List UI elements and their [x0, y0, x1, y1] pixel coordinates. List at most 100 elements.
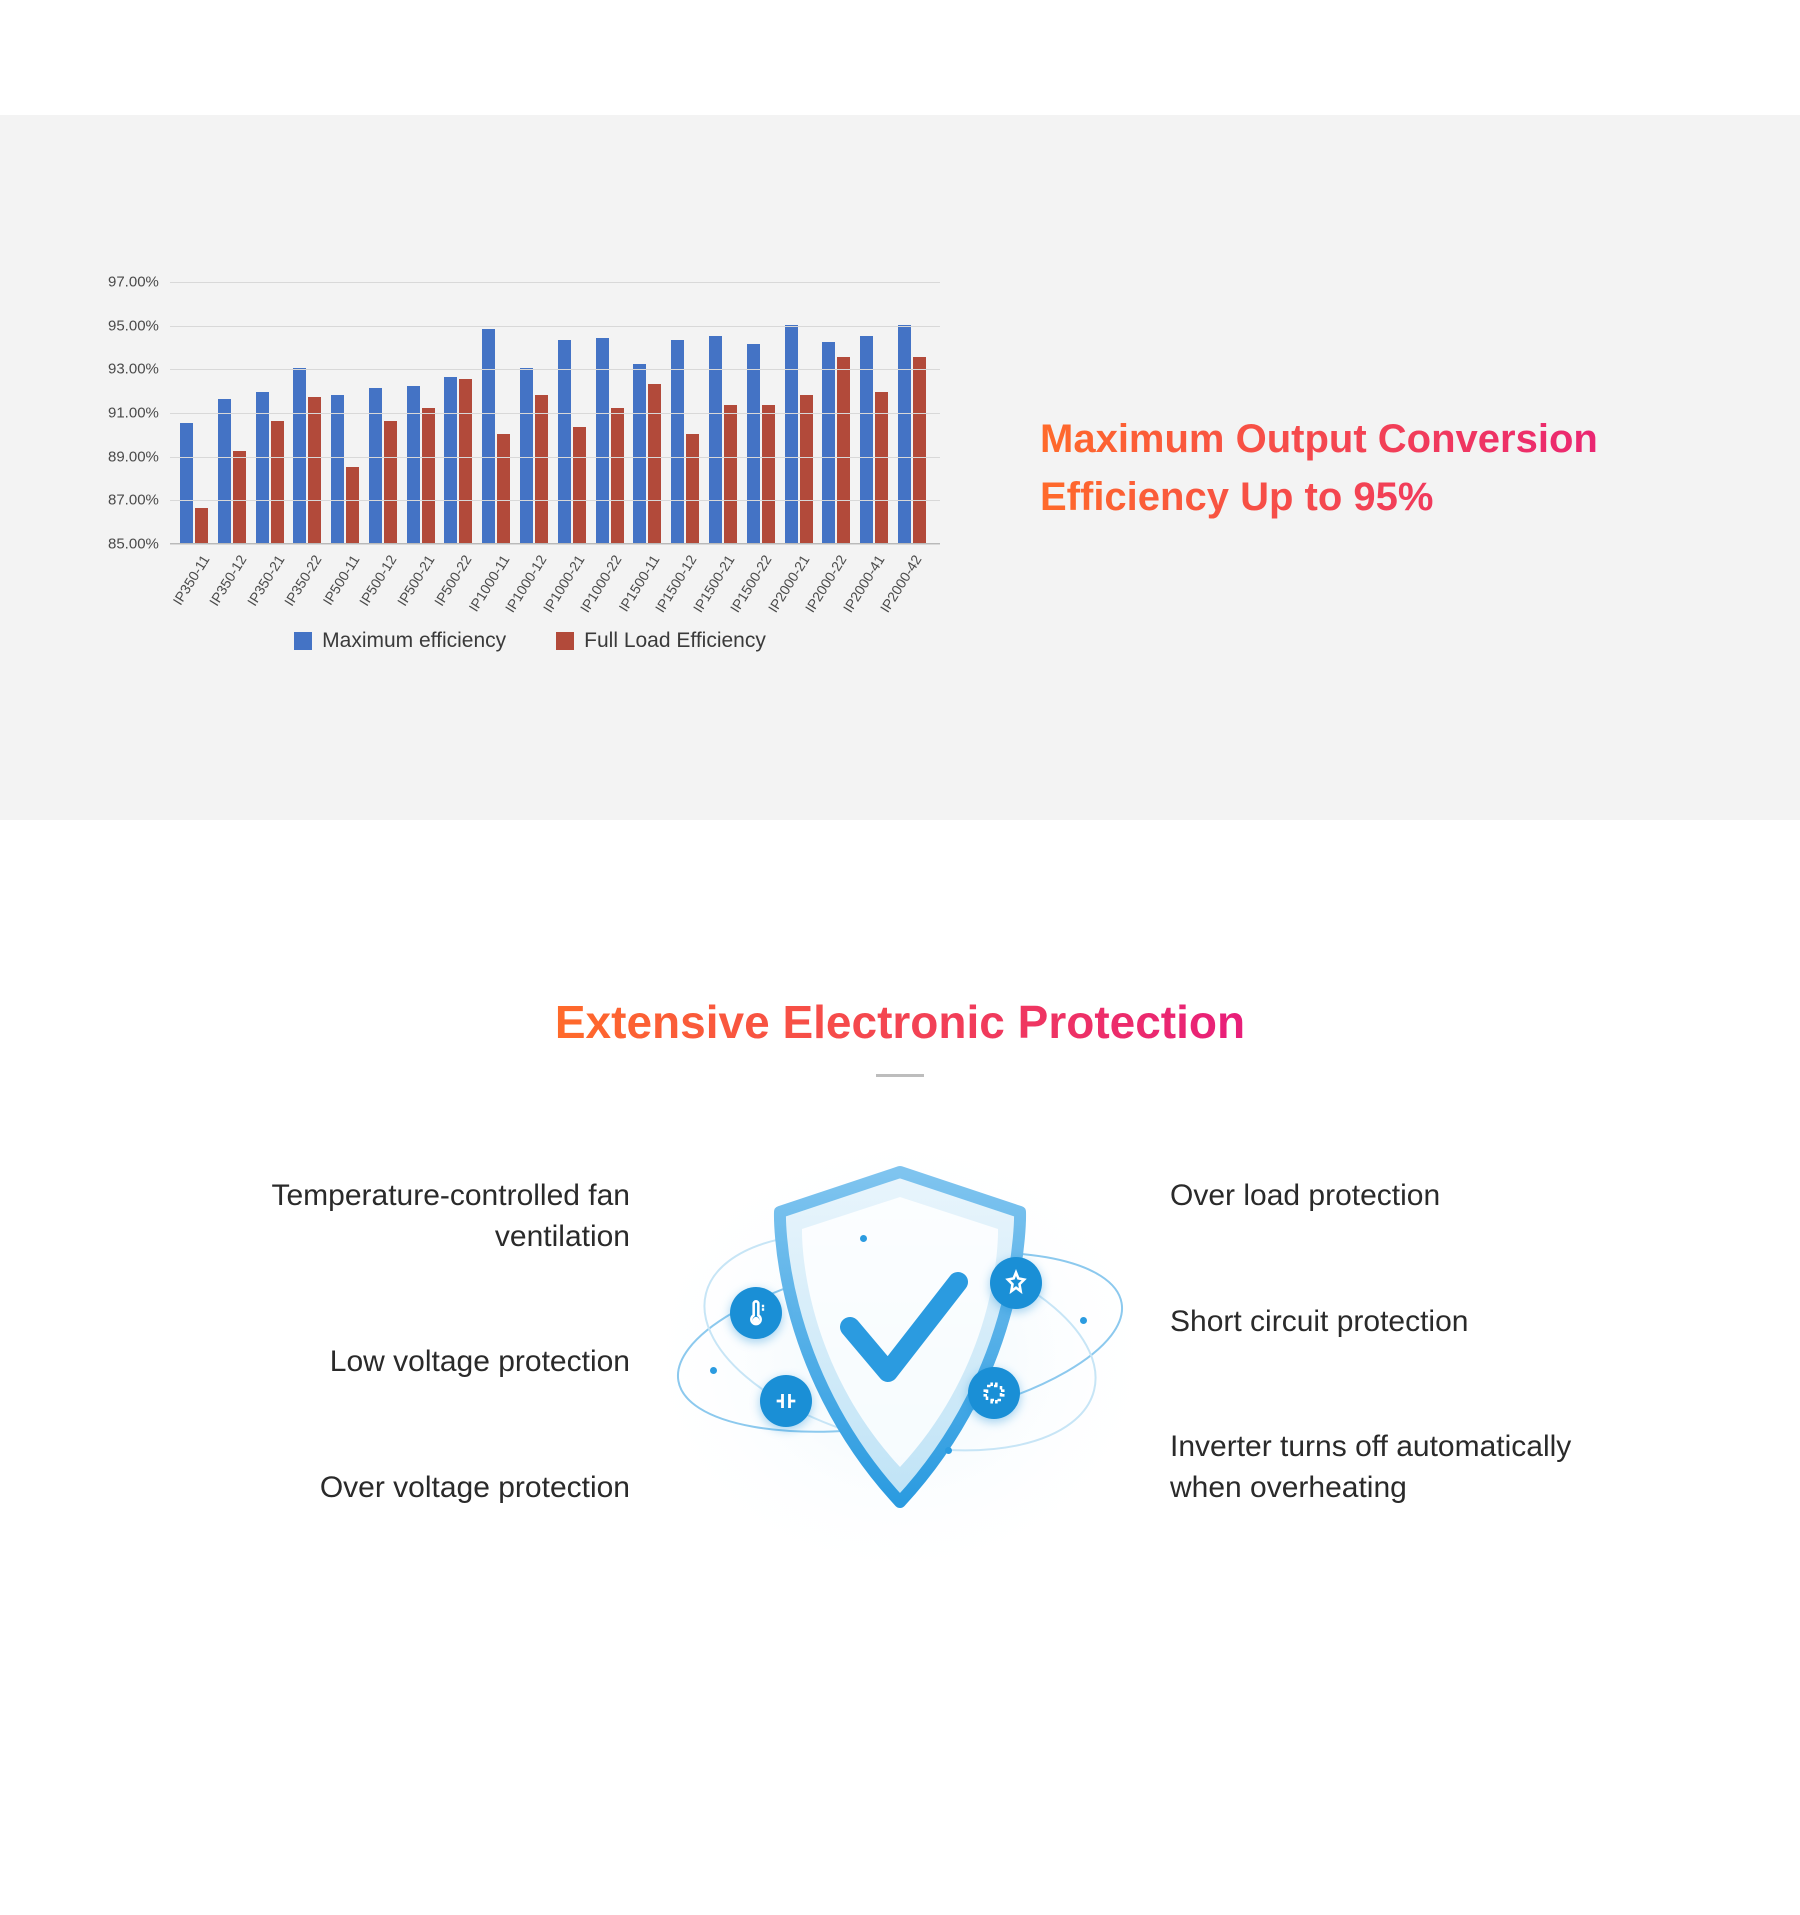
spark-icon: [990, 1257, 1042, 1309]
bar-group: [747, 344, 779, 543]
bar-group: [709, 336, 741, 543]
bar-max: [898, 325, 911, 543]
bar-full: [459, 379, 472, 543]
bar-max: [558, 340, 571, 543]
chart-y-label: 93.00%: [108, 361, 159, 378]
efficiency-title: Maximum Output Conversion Efficiency Up …: [1040, 410, 1660, 526]
bar-max: [444, 377, 457, 543]
bar-max: [785, 325, 798, 543]
bar-group: [633, 364, 665, 543]
bar-full: [271, 421, 284, 543]
bar-group: [785, 325, 817, 543]
chart-gridline: [170, 326, 940, 327]
orbit-dot: [1080, 1317, 1087, 1324]
bar-full: [913, 357, 926, 543]
bar-group: [671, 340, 703, 543]
chip-icon: [968, 1367, 1020, 1419]
bar-max: [671, 340, 684, 543]
chart-y-label: 85.00%: [108, 536, 159, 553]
title-underline: [876, 1074, 924, 1077]
chart-y-label: 89.00%: [108, 448, 159, 465]
bar-full: [422, 408, 435, 543]
protection-row: Temperature-controlled fan ventilation L…: [0, 1117, 1800, 1567]
thermometer-icon: [730, 1287, 782, 1339]
bar-full: [686, 434, 699, 543]
bar-full: [346, 467, 359, 543]
bar-max: [180, 423, 193, 543]
bar-full: [875, 392, 888, 543]
feature-item: Low voltage protection: [200, 1342, 630, 1383]
bar-max: [218, 399, 231, 543]
efficiency-section: 85.00% 87.00% 89.00% 91.00% 93.00% 95.00% 97.0…: [0, 115, 1800, 820]
chart-gridline: [170, 500, 940, 501]
bar-full: [724, 405, 737, 543]
bar-full: [233, 451, 246, 543]
legend-label: Full Load Efficiency: [584, 629, 766, 653]
bar-group: [482, 329, 514, 543]
shield-icon: [650, 1117, 1150, 1567]
orbit-dot: [710, 1367, 717, 1374]
feature-item: Over voltage protection: [200, 1468, 630, 1509]
chart-gridline: [170, 413, 940, 414]
efficiency-chart: 85.00%87.00%89.00%91.00%93.00%95.00%97.0…: [120, 282, 940, 653]
bar-full: [800, 395, 813, 543]
orbit-dot: [860, 1235, 867, 1242]
bar-group: [256, 392, 288, 543]
bar-group: [369, 388, 401, 543]
legend-swatch: [294, 632, 312, 650]
chart-y-label: 95.00%: [108, 317, 159, 334]
chart-y-label: 87.00%: [108, 492, 159, 509]
bar-max: [633, 364, 646, 543]
bar-group: [218, 399, 250, 543]
bar-max: [860, 336, 873, 543]
bar-group: [898, 325, 930, 543]
bar-group: [558, 340, 590, 543]
chart-x-label: IP350-22: [281, 552, 325, 609]
bar-max: [822, 342, 835, 543]
bar-full: [195, 508, 208, 543]
bar-group: [180, 423, 212, 543]
bar-full: [535, 395, 548, 543]
chart-plot-area: 85.00%87.00%89.00%91.00%93.00%95.00%97.0…: [170, 282, 940, 544]
legend-item: Full Load Efficiency: [556, 629, 766, 653]
features-right: Over load protection Short circuit prote…: [1170, 1176, 1600, 1508]
bar-full: [573, 427, 586, 543]
bar-full: [384, 421, 397, 543]
chart-gridline: [170, 282, 940, 283]
bar-group: [444, 377, 476, 543]
protection-section: Extensive Electronic Protection Temperat…: [0, 820, 1800, 1567]
bar-max: [709, 336, 722, 543]
bar-full: [648, 384, 661, 543]
feature-item: Temperature-controlled fan ventilation: [200, 1176, 630, 1257]
bar-group: [822, 342, 854, 543]
bar-full: [762, 405, 775, 543]
bar-max: [747, 344, 760, 543]
feature-item: Short circuit protection: [1170, 1302, 1600, 1343]
legend-label: Maximum efficiency: [322, 629, 506, 653]
legend-item: Maximum efficiency: [294, 629, 506, 653]
bar-max: [407, 386, 420, 543]
chart-gridline: [170, 457, 940, 458]
bar-max: [482, 329, 495, 543]
bar-max: [331, 395, 344, 543]
bar-full: [837, 357, 850, 543]
bar-full: [308, 397, 321, 543]
bar-full: [497, 434, 510, 543]
legend-swatch: [556, 632, 574, 650]
orbit-dot: [945, 1447, 952, 1454]
bar-full: [611, 408, 624, 543]
chart-x-labels: IP350-11IP350-12IP350-21IP350-22IP500-11…: [180, 544, 930, 614]
feature-item: Inverter turns off automatically when ov…: [1170, 1427, 1600, 1508]
features-left: Temperature-controlled fan ventilation L…: [200, 1176, 630, 1508]
chart-gridline: [170, 369, 940, 370]
shield-graphic: [650, 1117, 1150, 1567]
bar-group: [331, 395, 363, 543]
bar-group: [407, 386, 439, 543]
chart-y-label: 91.00%: [108, 405, 159, 422]
chart-y-label: 97.00%: [108, 274, 159, 291]
bar-group: [860, 336, 892, 543]
protection-title: Extensive Electronic Protection: [555, 995, 1245, 1049]
chart-legend: Maximum efficiency Full Load Efficiency: [120, 629, 940, 653]
bar-max: [369, 388, 382, 543]
bar-max: [256, 392, 269, 543]
